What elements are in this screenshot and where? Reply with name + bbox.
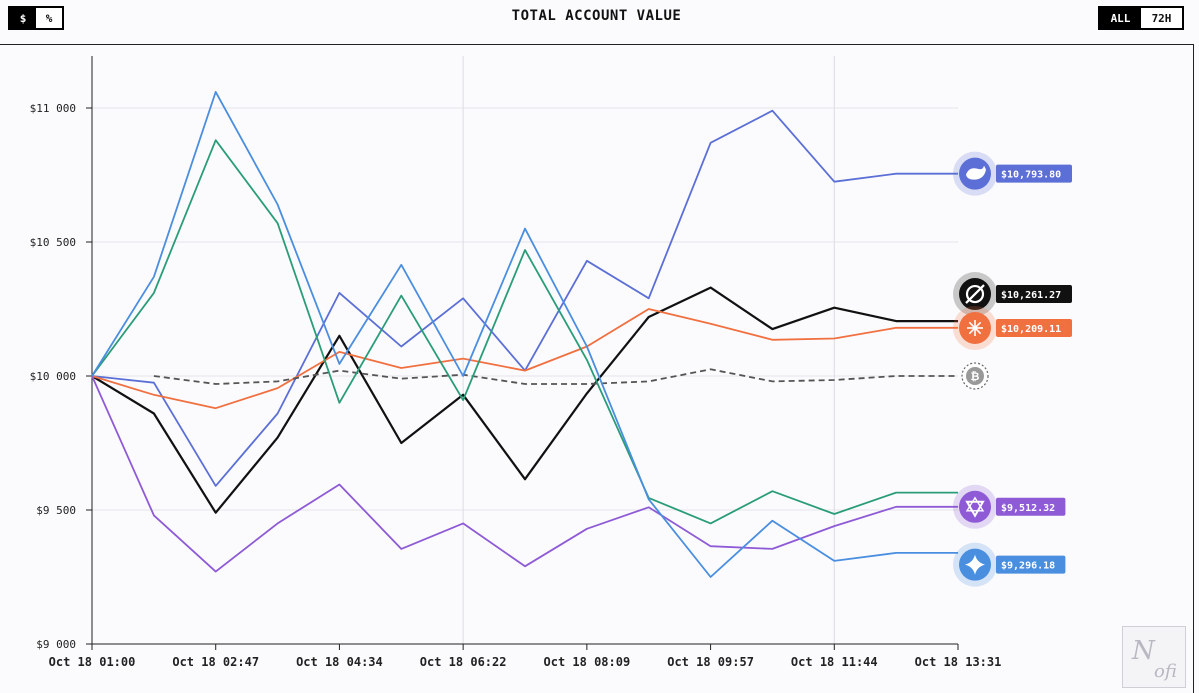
knot-shape [965,500,985,518]
series-line [91,308,958,410]
circle-slash-icon [965,284,985,304]
sparkle-icon [965,554,985,575]
series-line [91,139,958,525]
x-tick-label: Oct 18 06:22 [420,655,507,669]
badge-burst: $10,209.11 [953,305,1072,350]
badge-bitcoin: ₿ [961,362,989,390]
value-label: $9,296.18 [1001,561,1055,572]
value-label-bg [996,497,1066,516]
value-label: $9,512.32 [1001,503,1055,514]
unit-toggle: $ % [8,6,64,30]
series-line [91,286,958,514]
value-label: $10,209.11 [1001,324,1061,335]
bitcoin-icon: ₿ [971,370,980,383]
top-bar: $ % TOTAL ACCOUNT VALUE ALL 72H [0,0,1199,40]
y-tick-label: $10 500 [30,236,76,249]
range-72h-button[interactable]: 72H [1151,11,1172,25]
burst-icon [967,319,983,336]
badge-sparkle: $9,296.18 [953,542,1066,587]
nofi-logo-icon: N ofi [1131,636,1177,682]
x-tick-label: Oct 18 08:09 [544,655,631,669]
range-all-button[interactable]: ALL [1100,8,1141,28]
badge-circle [966,367,984,385]
ring-shape [965,284,985,304]
value-label: $10,261.27 [1001,290,1061,301]
x-tick-label: Oct 18 11:44 [791,655,878,669]
knot-shape [965,496,985,512]
x-tick-label: Oct 18 02:47 [172,655,259,669]
x-tick-label: Oct 18 13:31 [915,655,1002,669]
burst-ray [974,327,982,335]
series-line [91,375,958,573]
percent-button[interactable]: % [45,11,53,25]
y-tick-label: $11 000 [30,102,76,115]
knot-icon [965,496,985,518]
badge-whale: $10,793.80 [953,151,1072,196]
series-line [91,91,958,578]
value-label-bg [996,318,1072,337]
series-line [91,109,958,487]
whale-icon [966,165,986,180]
range-toggle: ALL 72H [1098,6,1184,30]
svg-text:N: N [1131,636,1156,666]
series-layer [91,91,958,578]
y-tick-label: $10 000 [30,370,76,383]
value-label: $10,793.80 [1001,170,1061,181]
value-label-bg [996,164,1072,183]
badge-circle [959,490,991,523]
x-tick-label: Oct 18 04:34 [296,655,383,669]
series-line [153,368,958,385]
burst-ray [968,321,976,329]
svg-text:ofi: ofi [1154,661,1177,682]
chart-title: TOTAL ACCOUNT VALUE [511,8,682,24]
x-tick-label: Oct 18 09:57 [667,655,754,669]
x-tick-label: Oct 18 01:00 [49,655,136,669]
sparkle-shape [965,554,985,575]
grid-layer [92,56,958,645]
badge-circle-slash: $10,261.27 [953,272,1072,317]
badge-knot: $9,512.32 [953,484,1066,529]
y-tick-label: $9 000 [36,638,76,651]
value-label-bg [996,555,1066,574]
y-tick-label: $9 500 [36,504,76,517]
bitcoin-glyph: ₿ [971,370,980,383]
chart-frame [0,44,1194,693]
burst-ray [968,327,976,335]
axes-layer: $11 000 $10 500 $10 000 $9 500 $9 000 Oct 18 … [30,56,1002,669]
value-label-bg [996,285,1072,304]
slash-shape [965,284,985,304]
dollar-button[interactable]: $ [10,8,36,28]
end-badges-layer: $10,793.80 $10,261.27 $10,209.11 ₿ $9,512.32… [953,151,1072,587]
whale-icon-shape [966,165,986,180]
brand-logo: N ofi [1122,626,1186,688]
burst-ray [974,321,982,329]
